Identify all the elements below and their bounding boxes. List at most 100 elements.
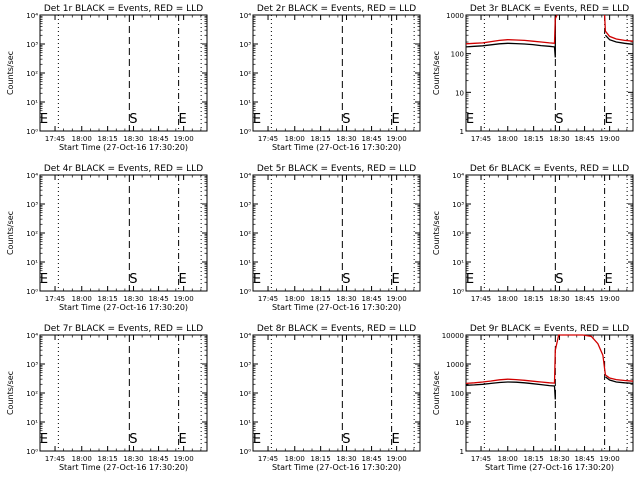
y-tick-label: 10⁰: [26, 288, 38, 296]
event-marker-E: E: [392, 432, 400, 447]
edge-marker: E: [253, 112, 261, 127]
x-tick-label: 18:15: [311, 135, 331, 143]
chart-panel-det-8: Det 8r BLACK = Events, RED = LLD 10⁰ 10¹ 10…: [239, 324, 421, 472]
x-tick-label: 18:45: [148, 455, 168, 463]
y-tick-label: 1000: [446, 12, 464, 20]
y-tick-label: 10⁴: [239, 172, 251, 180]
x-tick-label: 18:30: [549, 455, 569, 463]
y-axis-label: Counts/sec: [6, 371, 15, 415]
x-tick-label: 18:15: [311, 455, 331, 463]
event-marker-E: E: [605, 272, 613, 287]
series-line-lld: [465, 334, 634, 385]
edge-marker: E: [40, 272, 48, 287]
y-tick-label: 10⁴: [239, 332, 251, 340]
y-tick-label: 10³: [26, 201, 38, 209]
chart-title: Det 2r BLACK = Events, RED = LLD: [257, 4, 416, 14]
event-marker-S: S: [555, 112, 563, 127]
y-tick-label: 10⁰: [26, 128, 38, 136]
event-marker-E: E: [392, 272, 400, 287]
chart-title: Det 8r BLACK = Events, RED = LLD: [257, 324, 416, 334]
x-tick-label: 18:45: [148, 295, 168, 303]
chart-title: Det 3r BLACK = Events, RED = LLD: [470, 4, 629, 14]
y-tick-label: 100: [451, 390, 464, 398]
x-tick-label: 18:30: [336, 135, 356, 143]
x-tick-label: 18:00: [498, 295, 518, 303]
y-tick-label: 10²: [239, 390, 251, 398]
y-tick-label: 100: [451, 51, 464, 59]
y-tick-label: 10²: [239, 70, 251, 78]
y-tick-label: 10⁰: [452, 288, 464, 296]
chart-panel-det-4: Det 4r BLACK = Events, RED = LLD 10⁰ 10¹ 10…: [6, 164, 208, 312]
series-line-events: [605, 376, 634, 385]
y-tick-label: 10¹: [26, 419, 38, 427]
chart-panel-det-3: Det 3r BLACK = Events, RED = LLD 1 10 100 10…: [432, 4, 634, 143]
x-tick-label: 17:45: [45, 455, 65, 463]
x-tick-label: 19:00: [174, 295, 194, 303]
chart-title: Det 5r BLACK = Events, RED = LLD: [257, 164, 416, 174]
x-tick-label: 18:00: [498, 135, 518, 143]
plot-frame: [465, 334, 634, 452]
y-tick-label: 10²: [26, 70, 38, 78]
chart-panel-det-7: Det 7r BLACK = Events, RED = LLD 10⁰ 10¹ 10…: [6, 324, 208, 472]
x-tick-label: 17:45: [258, 135, 278, 143]
x-axis-label: Start Time (27-Oct-16 17:30:20): [272, 303, 401, 312]
x-tick-label: 19:00: [600, 135, 620, 143]
x-tick-label: 18:15: [98, 295, 118, 303]
y-tick-label: 10³: [239, 201, 251, 209]
x-tick-label: 19:00: [387, 295, 407, 303]
chart-panel-det-2: Det 2r BLACK = Events, RED = LLD 10⁰ 10¹ 10…: [239, 4, 421, 152]
x-tick-label: 18:15: [98, 455, 118, 463]
y-tick-label: 10³: [239, 361, 251, 369]
edge-marker: E: [466, 272, 474, 287]
x-tick-label: 18:45: [574, 455, 594, 463]
y-tick-label: 10⁴: [452, 172, 464, 180]
x-tick-label: 18:30: [549, 135, 569, 143]
y-tick-label: 10: [455, 419, 464, 427]
x-tick-label: 17:45: [45, 295, 65, 303]
y-tick-label: 10000: [442, 332, 464, 340]
x-tick-label: 19:00: [600, 455, 620, 463]
y-tick-label: 10²: [26, 230, 38, 238]
y-tick-label: 10⁴: [26, 172, 38, 180]
event-marker-S: S: [342, 272, 350, 287]
y-tick-label: 10⁴: [26, 332, 38, 340]
x-tick-label: 18:30: [123, 135, 143, 143]
y-axis-label: Counts/sec: [6, 211, 15, 255]
x-tick-label: 18:15: [524, 135, 544, 143]
event-marker-S: S: [129, 112, 137, 127]
y-tick-label: 10¹: [26, 99, 38, 107]
x-tick-label: 19:00: [600, 295, 620, 303]
y-tick-label: 1: [460, 128, 464, 136]
event-marker-E: E: [179, 272, 187, 287]
y-tick-label: 1000: [446, 361, 464, 369]
x-axis-label: Start Time (27-Oct-16 17:30:20): [59, 463, 188, 472]
x-tick-label: 18:45: [361, 295, 381, 303]
edge-marker: E: [40, 432, 48, 447]
y-tick-label: 10⁴: [26, 12, 38, 20]
chart-title: Det 4r BLACK = Events, RED = LLD: [44, 164, 203, 174]
x-tick-label: 18:15: [524, 295, 544, 303]
event-marker-S: S: [342, 432, 350, 447]
y-tick-label: 10: [455, 89, 464, 97]
y-tick-label: 1: [460, 448, 464, 456]
x-tick-label: 18:30: [336, 455, 356, 463]
x-tick-label: 19:00: [174, 455, 194, 463]
y-axis-label: Counts/sec: [6, 51, 15, 95]
x-tick-label: 17:45: [471, 295, 491, 303]
x-tick-label: 18:00: [498, 455, 518, 463]
event-marker-S: S: [555, 272, 563, 287]
chart-panel-det-9: Det 9r BLACK = Events, RED = LLD 1 10 100 10…: [432, 324, 634, 472]
edge-marker: E: [253, 272, 261, 287]
y-tick-label: 10¹: [239, 419, 251, 427]
chart-title: Det 7r BLACK = Events, RED = LLD: [44, 324, 203, 334]
event-marker-S: S: [129, 432, 137, 447]
event-marker-E: E: [179, 112, 187, 127]
x-tick-label: 18:00: [285, 455, 305, 463]
series-line-lld: [603, 14, 634, 42]
event-marker-S: S: [129, 272, 137, 287]
y-tick-label: 10⁰: [239, 448, 251, 456]
edge-marker: E: [40, 112, 48, 127]
series-line-events: [465, 381, 556, 400]
event-marker-E: E: [392, 112, 400, 127]
